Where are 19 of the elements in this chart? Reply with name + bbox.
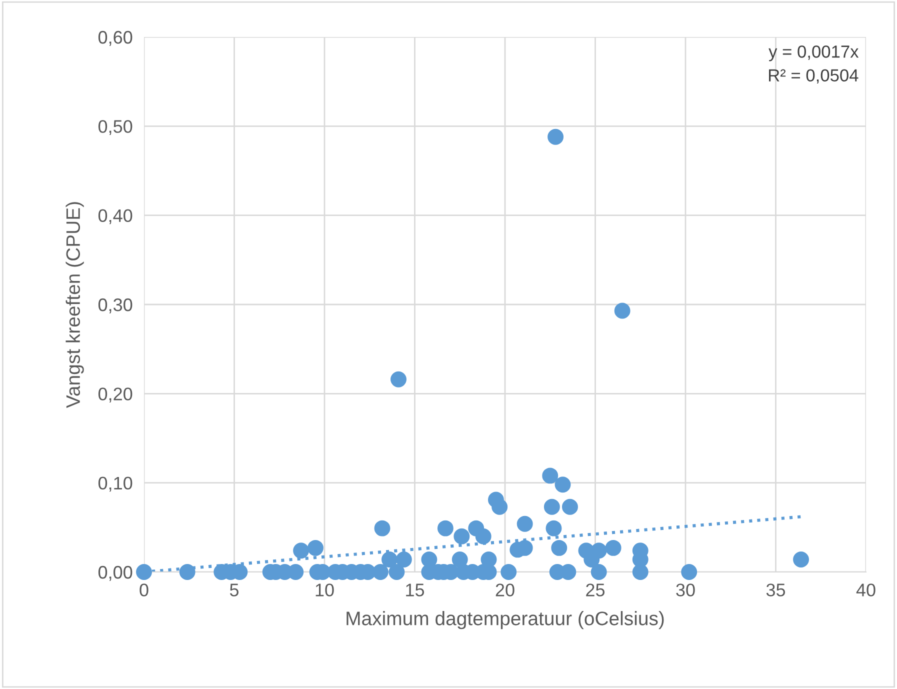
x-tick-label: 40 — [856, 584, 876, 596]
x-axis-title: Maximum dagtemperatuur (oCelsius) — [346, 611, 664, 630]
x-tick-label: 25 — [586, 584, 605, 596]
x-tick-label: 35 — [766, 584, 786, 596]
y-tick-label: 0,10 — [98, 476, 132, 492]
x-tick-label: 10 — [316, 584, 334, 596]
y-tick-label: 0,40 — [98, 209, 132, 224]
y-tick-label: 0,60 — [98, 30, 132, 46]
x-tick-label: 5 — [230, 584, 239, 596]
x-tick-label: 15 — [406, 584, 424, 596]
x-tick-label: 30 — [676, 584, 695, 596]
x-tick-label: 0 — [140, 584, 148, 596]
y-tick-label: 0,20 — [98, 388, 132, 403]
annotation: y = 0,0017x R² = 0,0504 — [768, 45, 859, 84]
y-tick-label: 0,50 — [98, 120, 132, 136]
y-axis-title: Vangst kreeften (CPUE) — [66, 202, 84, 408]
x-tick-label: 20 — [496, 584, 514, 596]
y-tick-label: 0,30 — [98, 298, 132, 314]
y-tick-label: 0,00 — [98, 566, 132, 581]
